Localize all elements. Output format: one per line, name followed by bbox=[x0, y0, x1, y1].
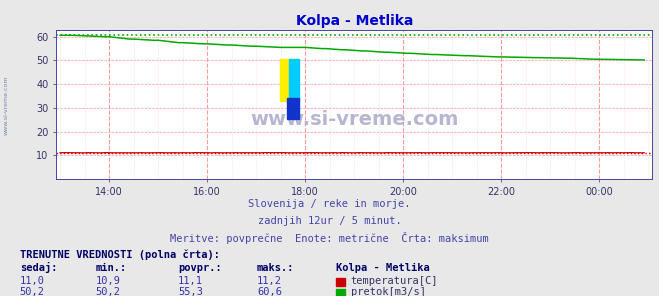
Text: 60,6: 60,6 bbox=[257, 287, 282, 296]
Text: temperatura[C]: temperatura[C] bbox=[351, 276, 438, 286]
Text: www.si-vreme.com: www.si-vreme.com bbox=[4, 75, 9, 135]
Text: min.:: min.: bbox=[96, 263, 127, 274]
Bar bbox=[279, 59, 298, 101]
Text: zadnjih 12ur / 5 minut.: zadnjih 12ur / 5 minut. bbox=[258, 216, 401, 226]
Bar bbox=[289, 59, 299, 101]
Text: povpr.:: povpr.: bbox=[178, 263, 221, 274]
Text: 11,1: 11,1 bbox=[178, 276, 203, 286]
Title: Kolpa - Metlika: Kolpa - Metlika bbox=[295, 15, 413, 28]
Text: 50,2: 50,2 bbox=[20, 287, 45, 296]
Text: 50,2: 50,2 bbox=[96, 287, 121, 296]
Text: TRENUTNE VREDNOSTI (polna črta):: TRENUTNE VREDNOSTI (polna črta): bbox=[20, 249, 219, 260]
Text: sedaj:: sedaj: bbox=[20, 262, 57, 274]
Text: Meritve: povprečne  Enote: metrične  Črta: maksimum: Meritve: povprečne Enote: metrične Črta:… bbox=[170, 231, 489, 244]
Text: www.si-vreme.com: www.si-vreme.com bbox=[250, 110, 459, 129]
Text: 10,9: 10,9 bbox=[96, 276, 121, 286]
Text: 11,2: 11,2 bbox=[257, 276, 282, 286]
Text: pretok[m3/s]: pretok[m3/s] bbox=[351, 287, 426, 296]
Text: 55,3: 55,3 bbox=[178, 287, 203, 296]
Text: Kolpa - Metlika: Kolpa - Metlika bbox=[336, 263, 430, 274]
Text: 11,0: 11,0 bbox=[20, 276, 45, 286]
Bar bbox=[287, 98, 299, 119]
Text: maks.:: maks.: bbox=[257, 263, 295, 274]
Text: Slovenija / reke in morje.: Slovenija / reke in morje. bbox=[248, 199, 411, 209]
